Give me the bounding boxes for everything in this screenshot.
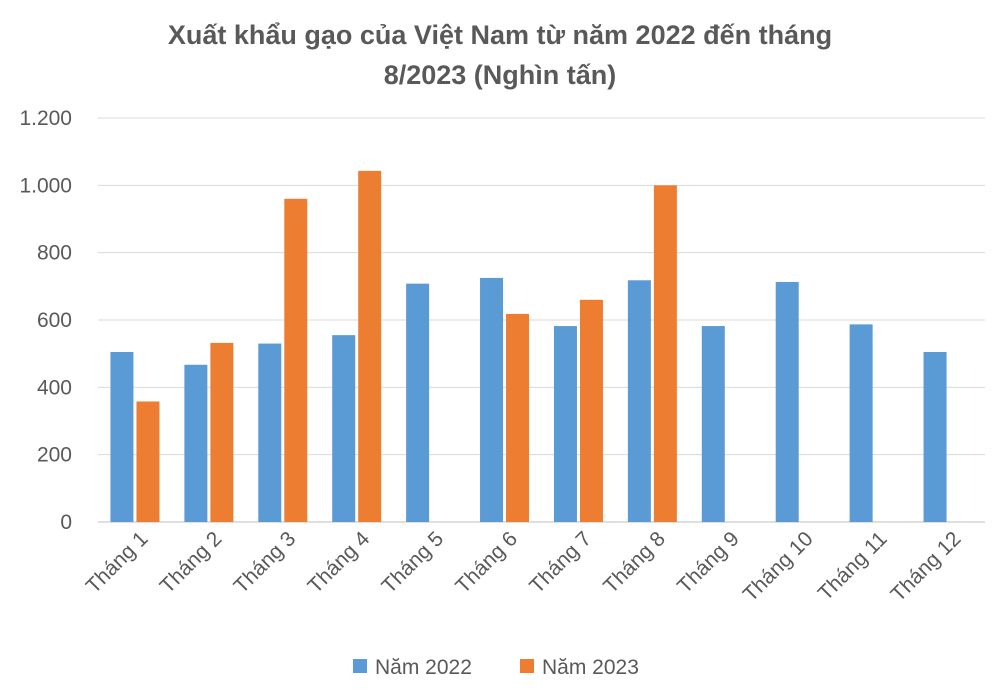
x-tick-label: Tháng 12 [887, 527, 966, 606]
bar-nam-2022-7 [553, 326, 577, 522]
x-tick-label: Tháng 11 [814, 527, 892, 605]
bar-nam-2023-3 [284, 198, 308, 523]
bar-nam-2023-8 [653, 185, 677, 523]
y-tick-label: 1.200 [19, 107, 72, 130]
bar-nam-2023-1 [136, 401, 160, 522]
bar-nam-2022-1 [110, 351, 134, 522]
legend-swatch [520, 659, 534, 673]
legend-swatch [353, 659, 367, 673]
x-tick-label: Tháng 1 [82, 527, 153, 598]
y-tick-label: 1.000 [19, 174, 72, 197]
legend: Năm 2022 Năm 2023 [353, 656, 639, 679]
bar-nam-2022-8 [627, 280, 651, 522]
x-tick-label: Tháng 5 [377, 527, 448, 598]
legend-label: Năm 2023 [542, 656, 639, 679]
bar-nam-2022-10 [775, 281, 799, 522]
y-tick-label: 0 [60, 511, 72, 534]
bar-nam-2022-11 [849, 324, 873, 522]
y-tick-label: 800 [37, 242, 72, 265]
x-axis-tick-labels: Tháng 1 Tháng 2 Tháng 3 Tháng 4 Tháng 5 Tháng… [82, 527, 966, 606]
chart-title-line-2: 8/2023 (Nghìn tấn) [384, 60, 617, 90]
x-tick-label: Tháng 10 [739, 527, 818, 606]
bar-nam-2023-4 [358, 170, 382, 522]
bar-nam-2022-9 [701, 326, 725, 522]
bars [110, 170, 947, 523]
y-tick-label: 400 [37, 376, 72, 399]
bar-nam-2023-2 [210, 342, 234, 522]
bar-nam-2022-4 [332, 335, 356, 522]
bar-nam-2023-6 [506, 313, 530, 522]
x-tick-label: Tháng 2 [156, 527, 227, 598]
x-tick-label: Tháng 3 [230, 527, 301, 598]
y-tick-label: 600 [37, 309, 72, 332]
bar-nam-2022-3 [258, 343, 282, 522]
x-tick-label: Tháng 6 [451, 527, 522, 598]
gridlines [98, 117, 985, 523]
x-tick-label: Tháng 4 [303, 527, 374, 598]
x-tick-label: Tháng 9 [673, 527, 744, 598]
y-axis-tick-labels: 0 200 400 600 800 1.000 1.200 [19, 107, 72, 534]
x-tick-label: Tháng 7 [525, 527, 596, 598]
bar-nam-2022-5 [406, 283, 430, 522]
legend-label: Năm 2022 [375, 656, 472, 679]
bar-nam-2022-2 [184, 364, 208, 522]
y-tick-label: 200 [37, 444, 72, 467]
chart-title-line-1: Xuất khẩu gạo của Việt Nam từ năm 2022 đ… [168, 20, 832, 50]
bar-nam-2022-12 [923, 351, 947, 522]
bar-nam-2022-6 [480, 277, 504, 522]
x-tick-label: Tháng 8 [599, 527, 670, 598]
bar-nam-2023-7 [579, 299, 603, 522]
